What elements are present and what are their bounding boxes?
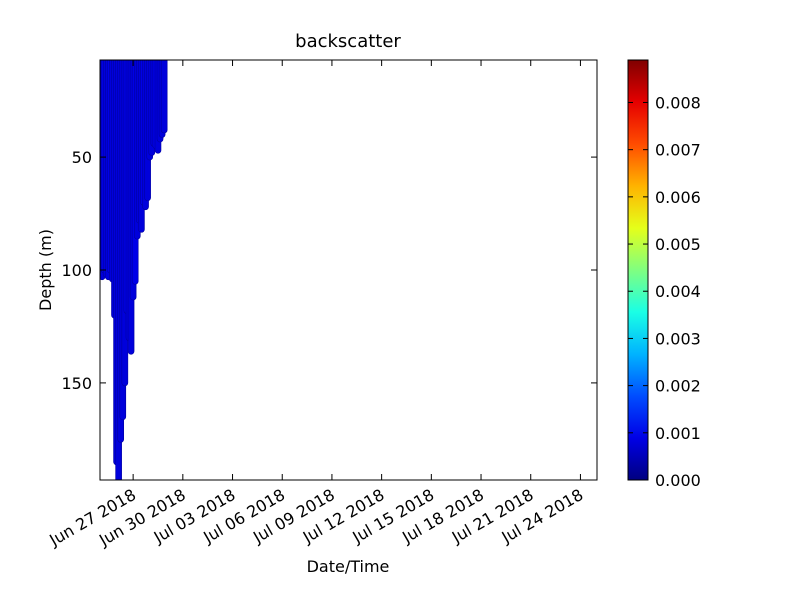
profile bbox=[160, 60, 168, 134]
plot-frame bbox=[99, 59, 598, 481]
colorbar-tick-label: 0.003 bbox=[655, 329, 701, 348]
colorbar-tick-label: 0.005 bbox=[655, 235, 701, 254]
y-axis-label: Depth (m) bbox=[36, 229, 55, 311]
colorbar-tick-label: 0.001 bbox=[655, 424, 701, 443]
y-tick-label: 150 bbox=[61, 374, 92, 393]
plot-area bbox=[100, 60, 168, 480]
colorbar-tick-label: 0.000 bbox=[655, 471, 701, 490]
colorbar-tick-label: 0.004 bbox=[655, 282, 701, 301]
colorbar-tick-label: 0.008 bbox=[655, 93, 701, 112]
colorbar bbox=[627, 59, 649, 481]
x-axis-label: Date/Time bbox=[307, 557, 390, 576]
chart-title: backscatter bbox=[295, 31, 401, 52]
colorbar-tick-label: 0.002 bbox=[655, 377, 701, 396]
colorbar-tick-label: 0.006 bbox=[655, 188, 701, 207]
y-tick-label: 100 bbox=[61, 261, 92, 280]
y-tick-label: 50 bbox=[72, 148, 92, 167]
colorbar-tick-label: 0.007 bbox=[655, 141, 701, 160]
